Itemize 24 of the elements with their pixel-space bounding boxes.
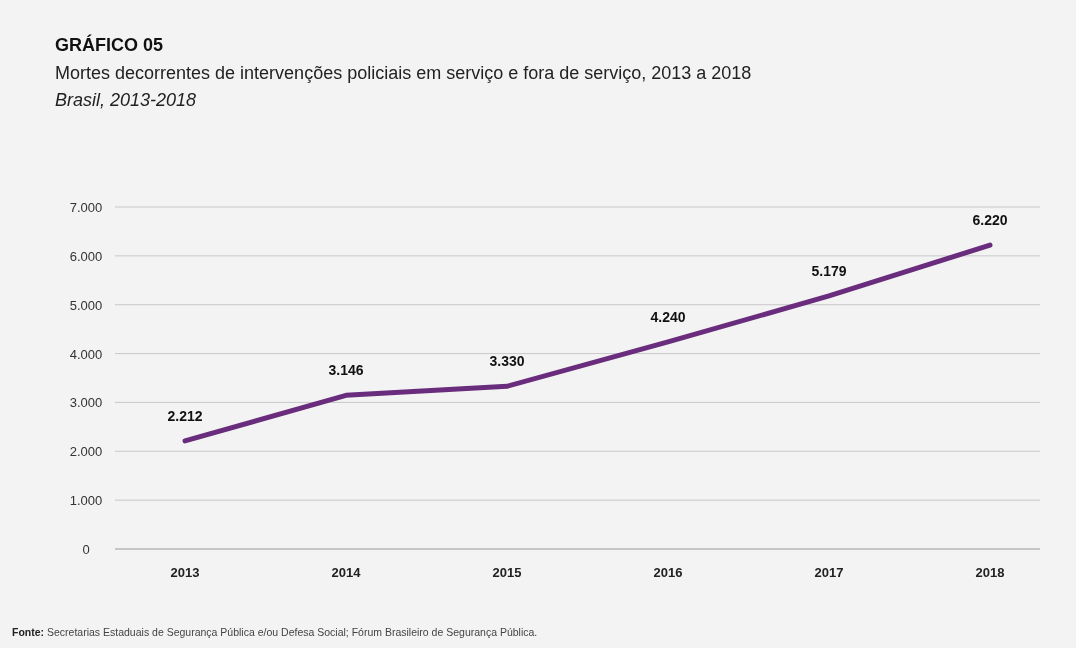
text: Brasil, 2013-2018 bbox=[55, 90, 197, 110]
data-label: 3.330 bbox=[489, 353, 525, 370]
x-tick-label: 2013 bbox=[170, 565, 200, 580]
data-label: 6.220 bbox=[972, 212, 1008, 229]
data-label: 5.179 bbox=[811, 262, 847, 279]
x-tick-label: 2015 bbox=[492, 565, 522, 580]
y-tick-label: 0 bbox=[82, 542, 90, 557]
y-tick-label: 6.000 bbox=[69, 248, 103, 264]
x-tick-label: 2014 bbox=[331, 565, 362, 580]
source-note: Fonte: Secretarias Estaduais de Segurança Pública e/ou Defesa Social; Fórum Brasileiro de Segurança Pública. bbox=[12, 626, 538, 638]
x-tick-label: 2017 bbox=[814, 565, 844, 580]
y-tick-label: 4.000 bbox=[69, 346, 103, 362]
y-tick-label: 2.000 bbox=[69, 444, 103, 460]
data-label: 2.212 bbox=[167, 407, 203, 424]
y-tick-label: 3.000 bbox=[69, 395, 103, 411]
y-tick-label: 7.000 bbox=[69, 200, 103, 215]
data-label: 3.146 bbox=[328, 362, 364, 379]
data-label: 4.240 bbox=[650, 308, 686, 325]
y-tick-label: 5.000 bbox=[69, 297, 103, 313]
chart-subtitle: Mortes decorrentes de intervenções policiais em serviço e fora de serviço, 2013 a 2018 bbox=[55, 63, 752, 83]
x-tick-label: 2016 bbox=[653, 565, 683, 580]
y-tick-label: 1.000 bbox=[69, 493, 103, 509]
x-tick-label: 2018 bbox=[975, 565, 1005, 580]
chart-title: GRÁFICO 05 bbox=[55, 34, 164, 55]
